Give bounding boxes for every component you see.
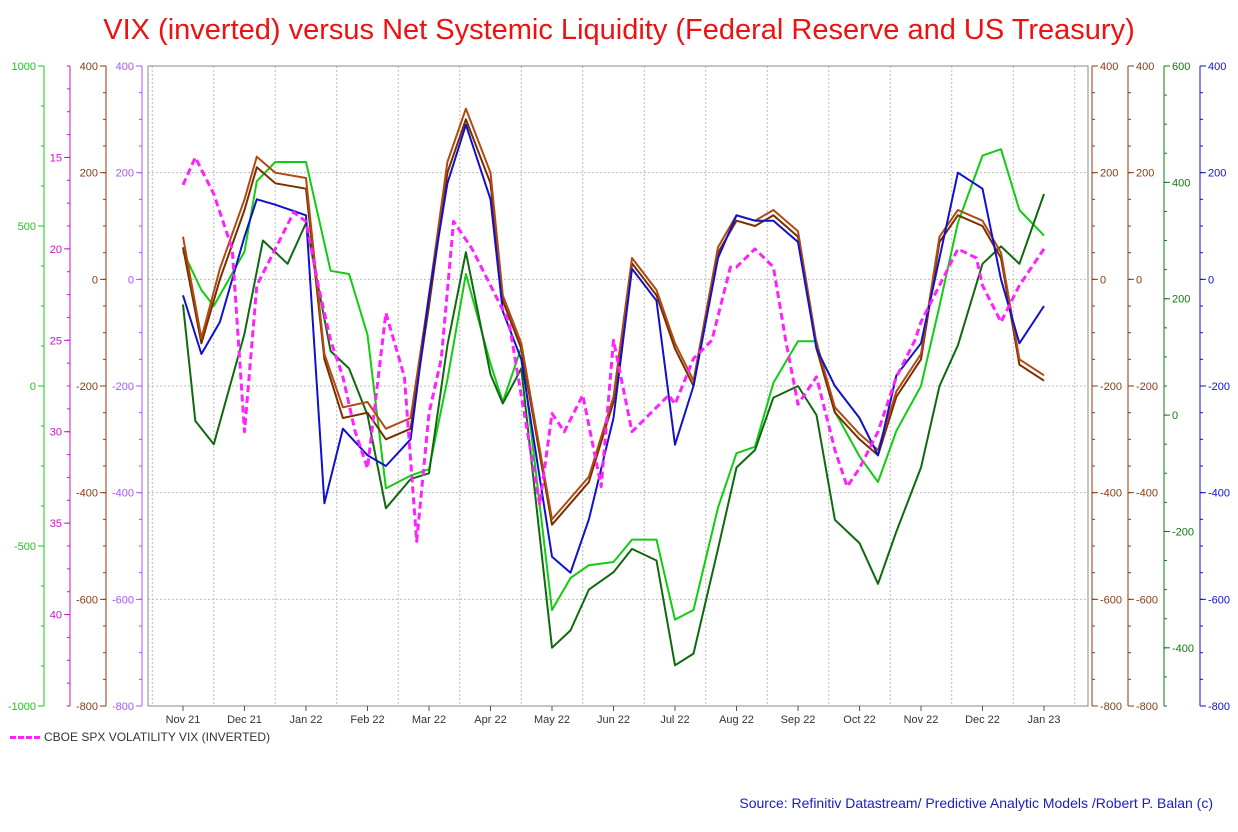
axis-tick-label: 15 bbox=[50, 152, 62, 164]
axis-tick-label: 200 bbox=[1100, 168, 1118, 180]
x-tick-label: Jan 22 bbox=[289, 714, 322, 726]
axis-tick-label: 200 bbox=[1136, 168, 1154, 180]
axis-tick-label: 40 bbox=[50, 610, 62, 622]
axis-tick-label: 1000 bbox=[12, 61, 36, 73]
axis-tick-label: 200 bbox=[1208, 168, 1226, 180]
series-line-brown_dark bbox=[182, 118, 1045, 526]
axis-tick-label: -800 bbox=[1100, 701, 1122, 713]
x-tick-label: Mar 22 bbox=[412, 714, 446, 726]
axis-tick-label: -200 bbox=[112, 381, 134, 393]
axis-tick-label: 20 bbox=[50, 244, 62, 256]
axis-tick-label: 30 bbox=[50, 427, 62, 439]
axis-tick-label: -800 bbox=[1136, 701, 1158, 713]
axis-tick-label: -400 bbox=[1136, 488, 1158, 500]
axis-tick-label: -200 bbox=[76, 381, 98, 393]
axis-tick-label: 0 bbox=[128, 274, 134, 286]
axis-tick-label: 200 bbox=[1172, 294, 1190, 306]
axis-tick-label: -400 bbox=[1172, 643, 1194, 655]
x-tick-label: Aug 22 bbox=[719, 714, 754, 726]
axis-tick-label: -500 bbox=[14, 541, 36, 553]
x-tick-label: Jun 22 bbox=[597, 714, 630, 726]
x-tick-label: Dec 21 bbox=[227, 714, 262, 726]
axis-tick-label: -400 bbox=[1100, 488, 1122, 500]
axes: 1000 500 0 -500 -1000 15 20 25 30 35 40 400 200 0 -200… bbox=[8, 61, 1230, 713]
axis-tick-label: 400 bbox=[1136, 61, 1154, 73]
x-tick-label: Sep 22 bbox=[781, 714, 816, 726]
x-tick-label: May 22 bbox=[534, 714, 570, 726]
axis-tick-label: 0 bbox=[92, 274, 98, 286]
axis-tick-label: -600 bbox=[1100, 594, 1122, 606]
legend: CBOE SPX VOLATILITY VIX (INVERTED) bbox=[10, 730, 270, 744]
series-line-vix bbox=[181, 155, 1046, 543]
x-tick-label: Feb 22 bbox=[350, 714, 384, 726]
axis-tick-label: 200 bbox=[80, 168, 98, 180]
axis-tick-label: 400 bbox=[1208, 61, 1226, 73]
x-tick-label: Oct 22 bbox=[843, 714, 875, 726]
axis-tick-label: 400 bbox=[116, 61, 134, 73]
series bbox=[181, 107, 1046, 667]
series-line-green_light bbox=[182, 148, 1045, 621]
axis-tick-label: -600 bbox=[1136, 594, 1158, 606]
axis-tick-label: -400 bbox=[76, 488, 98, 500]
axis-tick-label: -400 bbox=[1208, 488, 1230, 500]
x-tick-label: Nov 22 bbox=[904, 714, 939, 726]
series-line-blue bbox=[182, 123, 1045, 574]
axis-tick-label: 0 bbox=[1172, 410, 1178, 422]
axis-tick-label: 400 bbox=[1172, 177, 1190, 189]
legend-label-vix: CBOE SPX VOLATILITY VIX (INVERTED) bbox=[44, 730, 271, 744]
legend-swatch-vix bbox=[10, 735, 40, 739]
series-line-brown_light bbox=[182, 107, 1045, 521]
axis-tick-label: -800 bbox=[112, 701, 134, 713]
axis-tick-label: -600 bbox=[112, 594, 134, 606]
axis-tick-label: 500 bbox=[18, 221, 36, 233]
axis-tick-label: -400 bbox=[112, 488, 134, 500]
axis-tick-label: 0 bbox=[1208, 274, 1214, 286]
plot-frame bbox=[147, 65, 1089, 707]
axis-tick-label: 35 bbox=[50, 518, 62, 530]
axis-tick-label: 0 bbox=[1136, 274, 1142, 286]
axis-tick-label: 400 bbox=[1100, 61, 1118, 73]
axis-tick-label: -600 bbox=[1208, 594, 1230, 606]
axis-tick-label: -1000 bbox=[8, 701, 36, 713]
axis-tick-label: -200 bbox=[1136, 381, 1158, 393]
chart-title: VIX (inverted) versus Net Systemic Liqui… bbox=[103, 14, 1135, 46]
axis-tick-label: 600 bbox=[1172, 61, 1190, 73]
axis-tick-label: 0 bbox=[1100, 274, 1106, 286]
x-tick-label: Nov 21 bbox=[166, 714, 201, 726]
x-tick-label: Dec 22 bbox=[965, 714, 1000, 726]
x-tick-label: Jan 23 bbox=[1027, 714, 1060, 726]
source-note: Source: Refinitiv Datastream/ Predictive… bbox=[739, 795, 1213, 811]
axis-tick-label: -800 bbox=[76, 701, 98, 713]
axis-tick-label: -800 bbox=[1208, 701, 1230, 713]
axis-tick-label: 25 bbox=[50, 335, 62, 347]
axis-tick-label: 200 bbox=[116, 168, 134, 180]
axis-tick-label: -600 bbox=[76, 594, 98, 606]
x-axis: Nov 21 Dec 21 Jan 22 Feb 22 Mar 22 Apr 22 May … bbox=[166, 706, 1061, 726]
x-tick-label: Jul 22 bbox=[660, 714, 689, 726]
series-line-green_dark bbox=[182, 193, 1045, 667]
x-tick-label: Apr 22 bbox=[474, 714, 506, 726]
axis-tick-label: -200 bbox=[1100, 381, 1122, 393]
axis-tick-label: 0 bbox=[30, 381, 36, 393]
axis-tick-label: 400 bbox=[80, 61, 98, 73]
axis-tick-label: -200 bbox=[1208, 381, 1230, 393]
axis-tick-label: -200 bbox=[1172, 526, 1194, 538]
